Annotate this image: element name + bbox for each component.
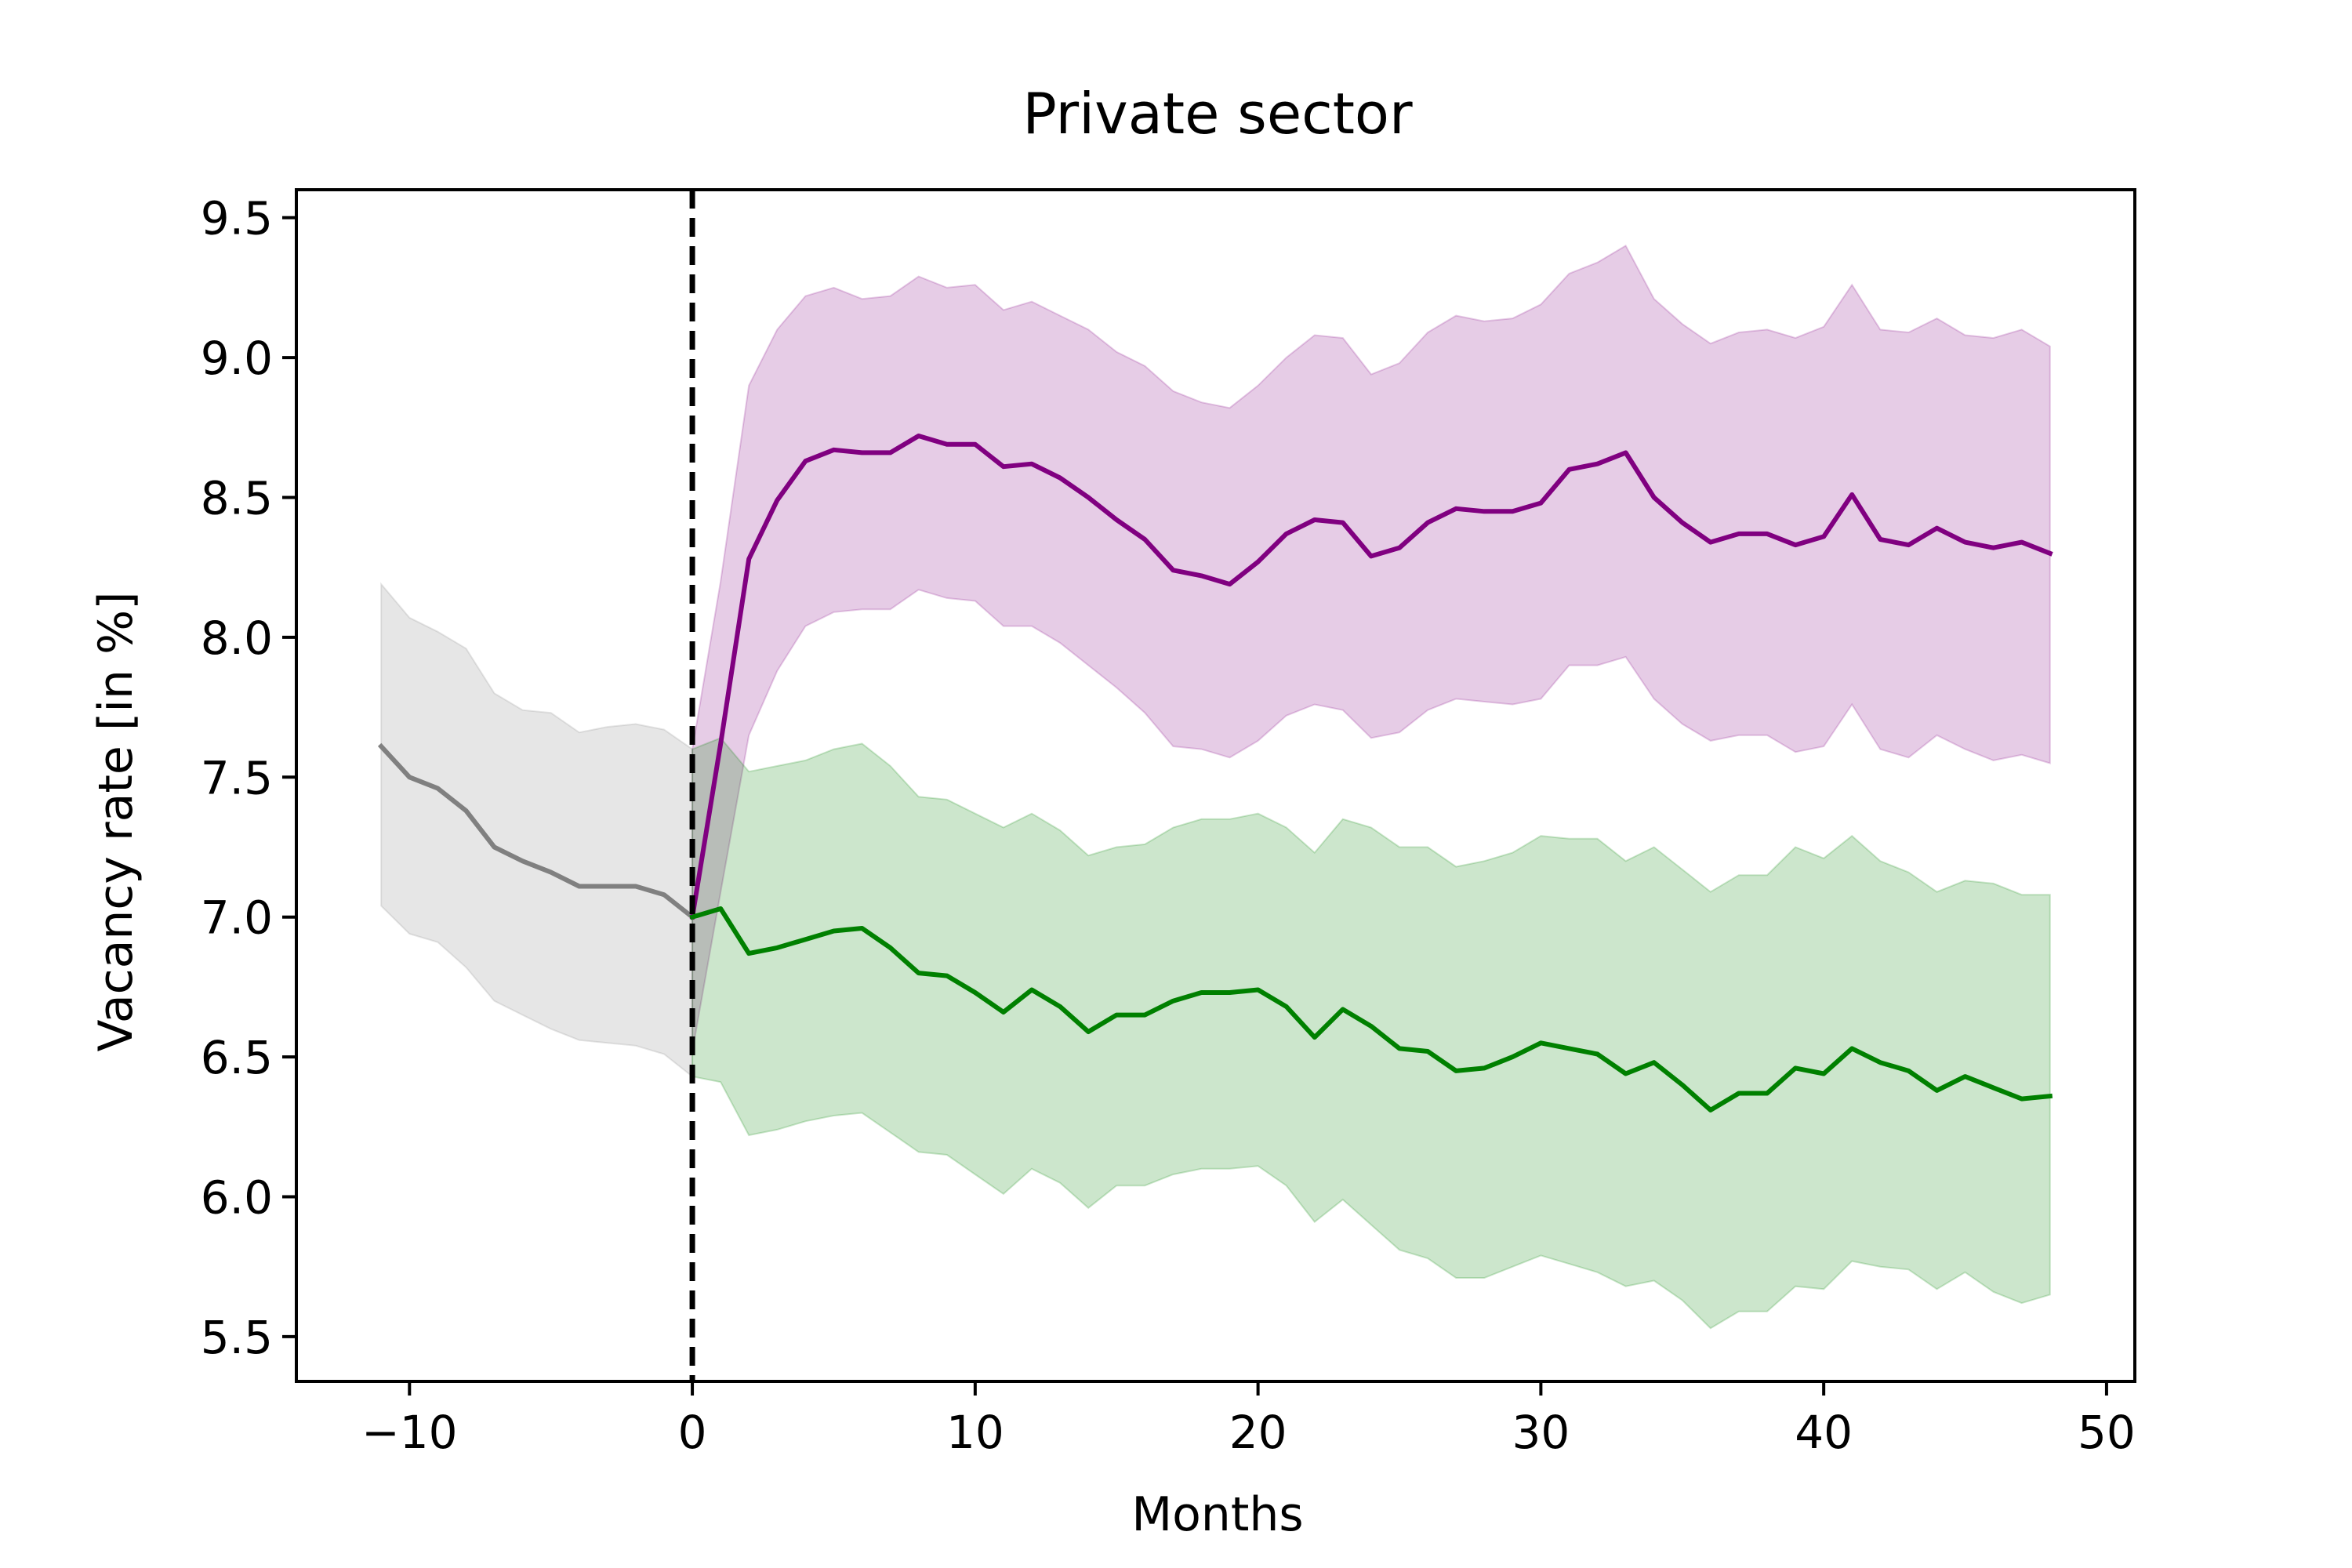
plot-area (377, 190, 2053, 1381)
upper-series-confidence-band (691, 245, 2051, 1052)
y-tick-label: 9.0 (201, 332, 273, 385)
x-tick-label: −10 (361, 1406, 457, 1459)
lower-series-line (689, 906, 2053, 1112)
y-tick-label: 7.0 (201, 891, 273, 945)
y-axis-label: Vacancy rate [in %] (89, 591, 143, 1051)
x-tick-label: 30 (1512, 1406, 1570, 1459)
x-tick-label: 10 (946, 1406, 1004, 1459)
y-tick-label: 7.5 (201, 751, 273, 804)
y-tick-label: 8.5 (201, 471, 273, 524)
x-tick-label: 0 (678, 1406, 707, 1459)
x-tick-label: 20 (1229, 1406, 1287, 1459)
x-tick-label: 50 (2078, 1406, 2136, 1459)
upper-series-line (689, 434, 2053, 920)
y-tick-label: 6.5 (201, 1031, 273, 1084)
x-axis-label: Months (1131, 1487, 1303, 1542)
plot-frame (295, 188, 2136, 1383)
lower-series-confidence-band (691, 737, 2051, 1330)
y-tick-label: 6.0 (201, 1171, 273, 1225)
pre-period-line (377, 742, 696, 920)
axes: −10 0 10 20 30 40 50 5.5 6.0 6.5 7.0 7.5 8.0 8.5 9.0 9.… (201, 188, 2136, 1459)
chart-title: Private sector (1022, 81, 1413, 147)
y-tick-label: 5.5 (201, 1311, 273, 1364)
y-tick-label: 9.5 (201, 192, 273, 245)
x-tick-label: 40 (1795, 1406, 1853, 1459)
y-tick-label: 8.0 (201, 612, 273, 665)
